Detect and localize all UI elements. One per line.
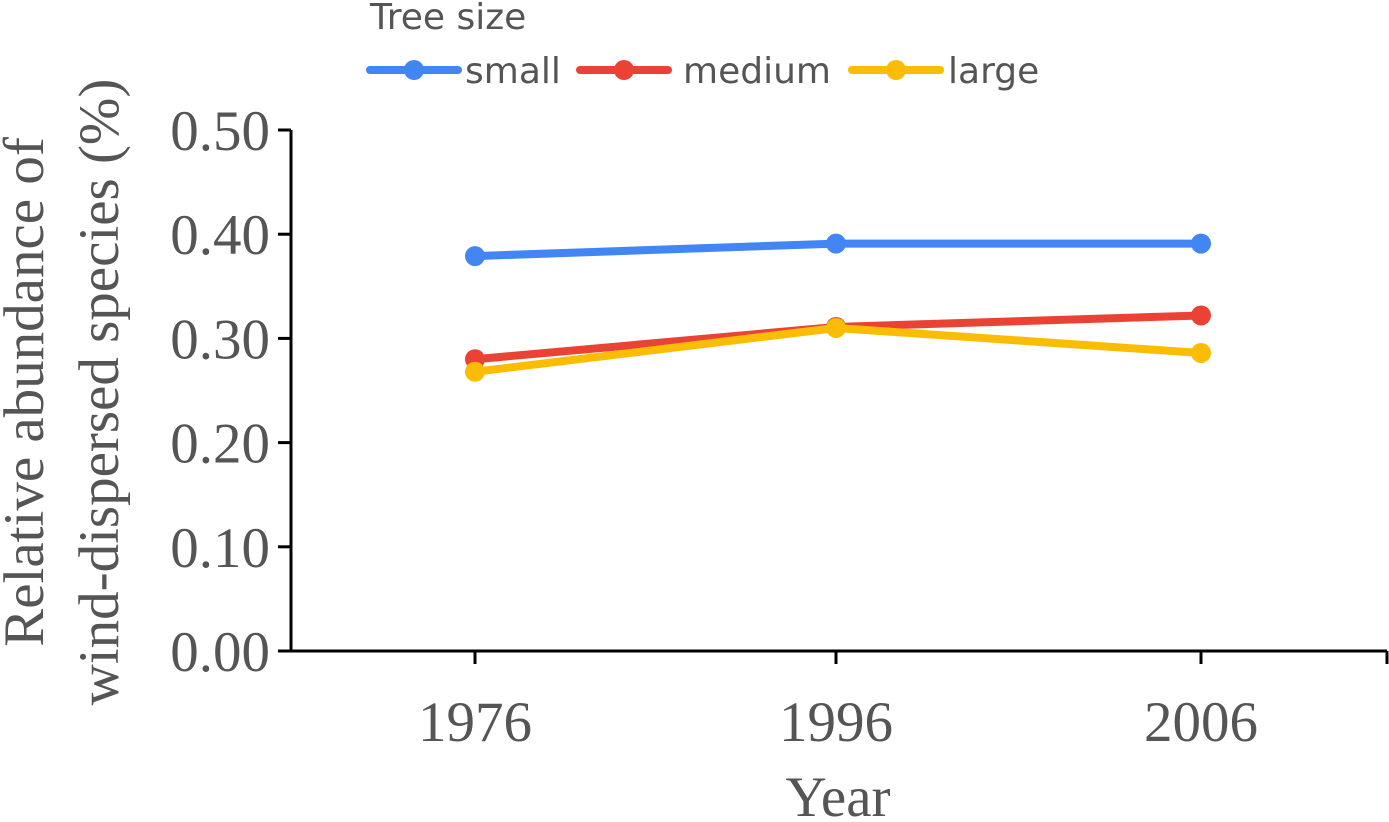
legend-marker-small	[404, 60, 424, 80]
x-tick-label: 1976	[418, 691, 532, 754]
y-tick-label: 0.40	[170, 204, 270, 267]
x-tick-label: 1996	[779, 691, 893, 754]
data-point-large	[465, 361, 485, 382]
legend-marker-large	[886, 60, 906, 80]
legend-label-medium: medium	[683, 51, 831, 92]
series-small	[465, 233, 1211, 267]
data-point-small	[826, 233, 846, 254]
legend: Tree size small medium large	[366, 0, 1039, 92]
y-axis-ticks: 0.00 0.10 0.20 0.30 0.40 0.50	[170, 100, 291, 684]
legend-label-large: large	[948, 51, 1039, 92]
y-tick-label: 0.10	[170, 517, 270, 580]
data-point-medium	[1191, 305, 1211, 326]
legend-item-medium: medium	[576, 51, 831, 92]
x-axis-title: Year	[785, 766, 890, 822]
y-tick-label: 0.30	[170, 308, 270, 371]
legend-label-small: small	[465, 51, 561, 92]
x-axis-ticks: 1976 1996 2006	[418, 651, 1389, 754]
series-layer	[465, 233, 1211, 382]
series-large	[465, 317, 1211, 382]
legend-marker-medium	[614, 60, 634, 80]
y-tick-label: 0.20	[170, 413, 270, 476]
y-tick-label: 0.50	[170, 100, 270, 163]
legend-item-large: large	[848, 51, 1039, 92]
data-point-large	[1191, 342, 1211, 363]
data-point-large	[826, 317, 846, 338]
y-tick-label: 0.00	[170, 621, 270, 684]
data-point-small	[465, 246, 485, 267]
y-axis-title-line-1: Relative abundance of	[0, 137, 56, 647]
legend-title: Tree size	[369, 0, 526, 38]
x-tick-label: 2006	[1144, 691, 1258, 754]
y-axis-title: Relative abundance of wind-dispersed spe…	[0, 79, 131, 706]
y-axis-title-line-2: wind-dispersed species (%)	[68, 79, 131, 706]
legend-item-small: small	[366, 51, 561, 92]
data-point-small	[1191, 233, 1211, 254]
